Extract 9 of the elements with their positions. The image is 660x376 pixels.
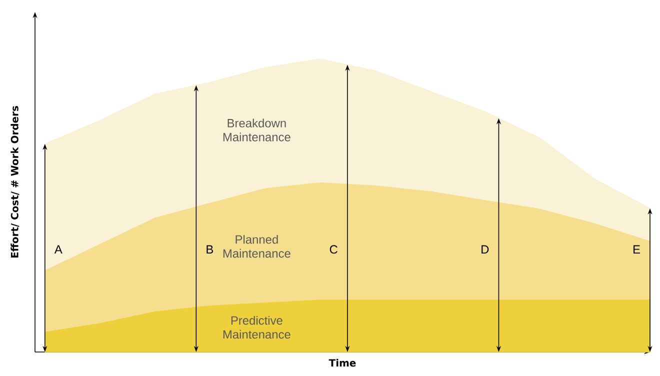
series-label: Breakdown Maintenance: [223, 118, 290, 142]
annotation: C: [330, 245, 338, 254]
annotation: B: [206, 245, 214, 254]
series-label: Planned Maintenance: [223, 234, 290, 258]
x-axis-title: Time: [328, 358, 356, 367]
annotation: D: [482, 245, 489, 254]
annotation: E: [634, 245, 640, 254]
annotation: A: [54, 245, 62, 254]
y-axis-title: Effort/ Cost/ # Work Orders: [10, 106, 20, 258]
